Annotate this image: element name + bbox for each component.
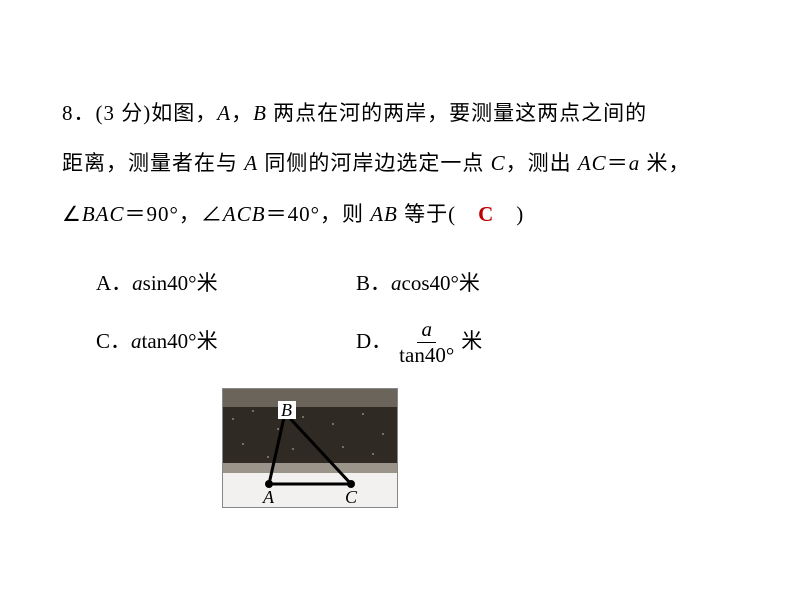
text: ， [231, 101, 253, 125]
option-text: tan40°米 [142, 325, 218, 359]
options-row-1: A．asin40°米 B．acos40°米 [96, 267, 734, 301]
var-A: A [244, 151, 258, 175]
option-prefix: D． [356, 325, 392, 359]
var-B: B [253, 101, 267, 125]
option-D: D． a tan40° 米 [356, 319, 616, 366]
var-AB: AB [370, 202, 398, 226]
text: ＝90°，∠ [125, 202, 223, 226]
var-AC: AC [578, 151, 607, 175]
question-block: 8．(3 分)如图，A，B 两点在河的两岸，要测量这两点之间的 距离，测量者在与… [0, 0, 794, 508]
option-text: sin40°米 [143, 267, 218, 301]
option-prefix: A． [96, 267, 132, 301]
option-var: a [391, 267, 402, 301]
point-label-B: B [281, 400, 292, 421]
var-A: A [217, 101, 231, 125]
options-block: A．asin40°米 B．acos40°米 C．atan40°米 D． a ta… [62, 267, 734, 366]
option-A: A．asin40°米 [96, 267, 356, 301]
question-line-1: 8．(3 分)如图，A，B 两点在河的两岸，要测量这两点之间的 [62, 88, 734, 138]
text: ，测出 [506, 151, 578, 175]
point-label-C: C [345, 487, 357, 508]
text: 等于( [398, 202, 478, 226]
text: 距离，测量者在与 [62, 151, 244, 175]
text: 同侧的河岸边选定一点 [258, 151, 491, 175]
fraction-denominator: tan40° [395, 343, 458, 366]
option-prefix: B． [356, 267, 391, 301]
option-suffix: 米 [461, 325, 482, 359]
figure-container: A B C [222, 388, 734, 508]
figure-svg [223, 389, 398, 508]
options-row-2: C．atan40°米 D． a tan40° 米 [96, 319, 734, 366]
text: 8．(3 分)如图， [62, 101, 217, 125]
var-C: C [491, 151, 506, 175]
text: ＝40°，则 [266, 202, 371, 226]
question-line-3: ∠BAC＝90°，∠ACB＝40°，则 AB 等于( C ) [62, 189, 734, 239]
option-text: cos40°米 [402, 267, 480, 301]
question-line-2: 距离，测量者在与 A 同侧的河岸边选定一点 C，测出 AC＝a 米， [62, 138, 734, 188]
var-a: a [629, 151, 641, 175]
option-C: C．atan40°米 [96, 319, 356, 366]
fraction-numerator: a [417, 319, 436, 343]
text: 米， [640, 151, 690, 175]
var-ACB: ACB [223, 202, 266, 226]
fraction: a tan40° [395, 319, 458, 366]
point-label-A: A [263, 487, 274, 508]
text: ∠ [62, 202, 82, 226]
text: ＝ [607, 151, 629, 175]
option-prefix: C． [96, 325, 131, 359]
option-B: B．acos40°米 [356, 267, 616, 301]
var-BAC: BAC [82, 202, 125, 226]
option-var: a [131, 325, 142, 359]
text: ) [494, 202, 524, 226]
text: 两点在河的两岸，要测量这两点之间的 [267, 101, 647, 125]
triangle-figure: A B C [222, 388, 398, 508]
answer-letter: C [478, 202, 494, 226]
option-var: a [132, 267, 143, 301]
